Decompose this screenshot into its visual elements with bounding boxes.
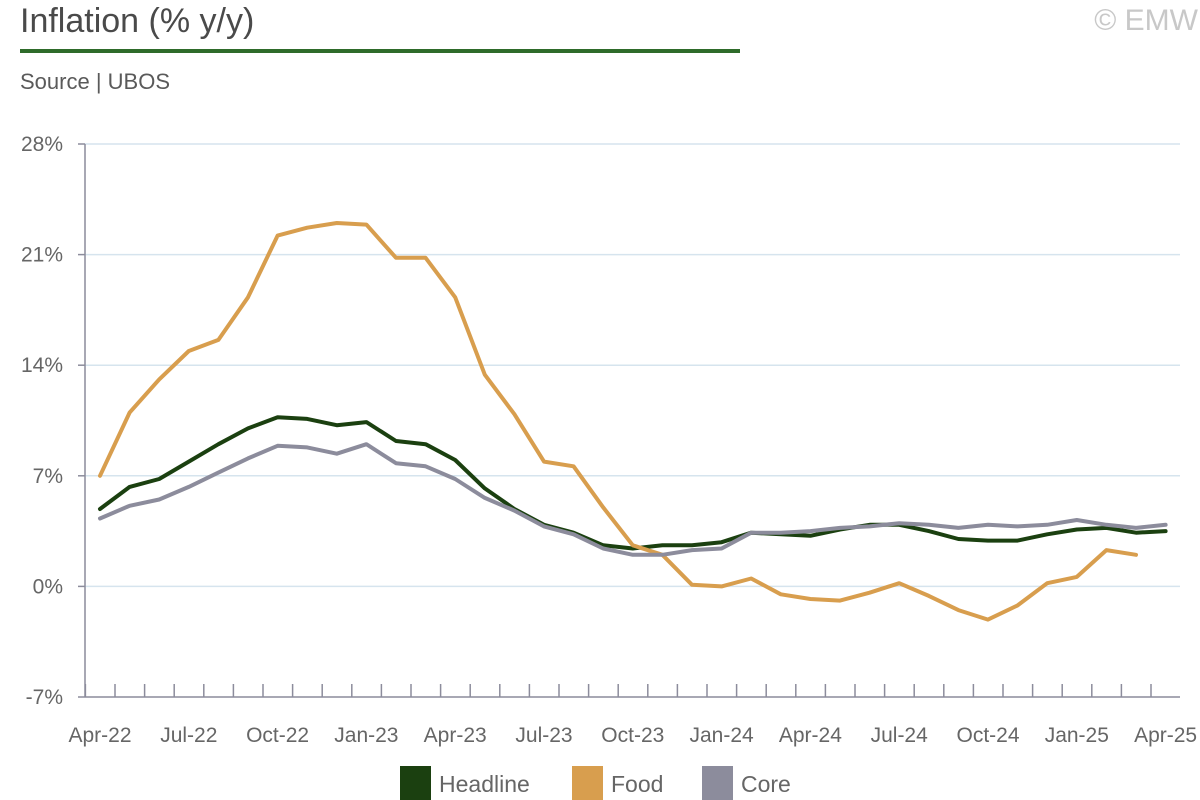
y-tick-label: 14% <box>21 354 63 377</box>
x-axis-ticks: Apr-22 Jul-22 Oct-22 Jan-23 Apr-23 Jul-23 Oct-… <box>68 684 1197 747</box>
series-line-core <box>98 442 1168 557</box>
y-tick-label: 28% <box>21 133 63 156</box>
x-tick-label: Apr-22 <box>68 724 131 747</box>
legend-label-headline: Headline <box>439 771 530 797</box>
x-tick-label: Oct-22 <box>246 724 309 747</box>
x-tick-label: Apr-24 <box>779 724 842 747</box>
chart-axes <box>84 144 1180 698</box>
x-tick-label: Jan-25 <box>1045 724 1109 747</box>
y-tick-label: -7% <box>26 686 63 709</box>
legend-swatch-headline <box>400 766 431 800</box>
x-tick-label: Oct-24 <box>956 724 1019 747</box>
series-line-food <box>98 221 1138 622</box>
x-tick-label: Jan-23 <box>334 724 398 747</box>
x-tick-label: Jan-24 <box>689 724 754 747</box>
x-tick-label: Jul-22 <box>160 724 217 747</box>
y-tick-label: 7% <box>33 465 63 488</box>
legend-swatch-food <box>572 766 603 800</box>
series-line-headline <box>98 415 1168 551</box>
x-tick-label: Apr-25 <box>1134 724 1197 747</box>
legend-swatch-core <box>702 766 733 800</box>
legend-label-core: Core <box>741 771 791 797</box>
series-lines <box>98 221 1168 622</box>
copyright-watermark: © EMW <box>1094 4 1198 37</box>
x-tick-label: Oct-23 <box>601 724 664 747</box>
chart-source: Source | UBOS <box>20 69 170 94</box>
title-underline <box>20 49 740 53</box>
legend-label-food: Food <box>611 771 663 797</box>
x-tick-label: Apr-23 <box>424 724 487 747</box>
y-axis-ticks: 28% 21% 14% 7% 0% -7% <box>21 133 85 709</box>
gridlines <box>85 143 1180 588</box>
chart-title: Inflation (% y/y) <box>20 2 255 40</box>
y-tick-label: 0% <box>33 575 63 598</box>
x-tick-label: Jul-23 <box>515 724 572 747</box>
legend: Headline Food Core <box>400 766 791 800</box>
y-tick-label: 21% <box>21 244 63 267</box>
x-tick-label: Jul-24 <box>871 724 929 747</box>
